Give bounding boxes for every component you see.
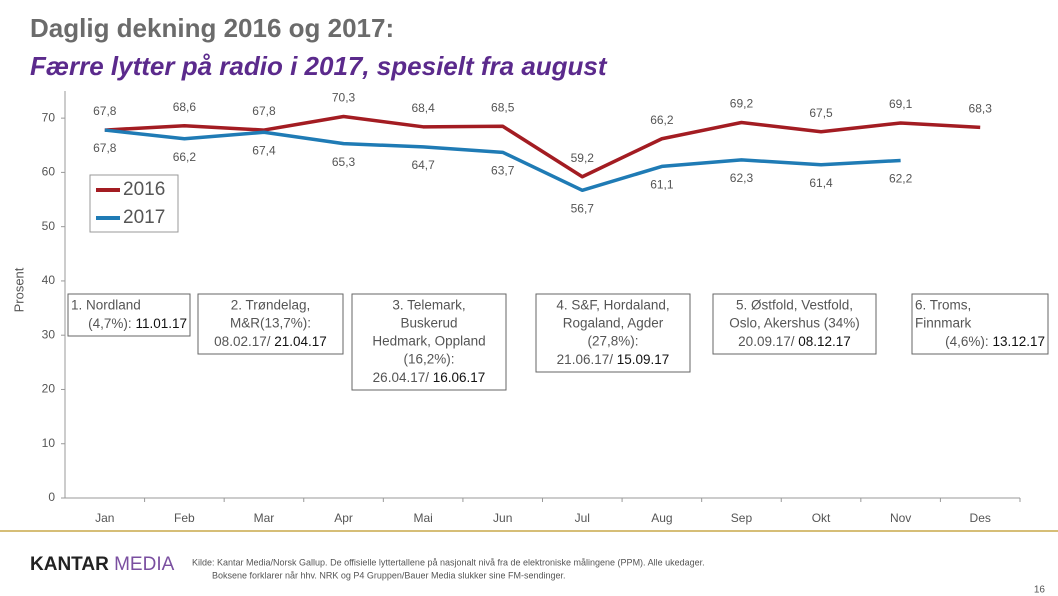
annotation-date: 16.06.17 xyxy=(433,370,486,385)
data-label: 68,6 xyxy=(173,100,197,114)
x-tick-label: Jul xyxy=(575,511,590,525)
annotation-date: 20.09.17/ xyxy=(738,334,795,349)
y-tick-label: 20 xyxy=(42,382,56,396)
y-tick-label: 50 xyxy=(42,219,56,233)
data-label: 62,3 xyxy=(730,171,754,185)
x-tick-label: Jun xyxy=(493,511,512,525)
data-label: 69,2 xyxy=(730,97,754,111)
data-label: 62,2 xyxy=(889,172,913,186)
data-label: 67,4 xyxy=(252,143,276,157)
annotation-date: 11.01.17 xyxy=(135,316,187,331)
annotation-text: 5. Østfold, Vestfold, xyxy=(736,298,853,313)
annotation-text: 4. S&F, Hordaland, xyxy=(556,298,669,313)
data-label: 68,5 xyxy=(491,100,515,114)
source: Kilde: Kantar Media/Norsk Gallup. De off… xyxy=(192,557,705,567)
data-label: 68,3 xyxy=(969,102,993,116)
x-tick-label: Nov xyxy=(890,511,911,525)
source: Boksene forklarer når hhv. NRK og P4 Gru… xyxy=(212,570,566,580)
annotation-box xyxy=(351,293,507,391)
legend-box xyxy=(89,174,179,233)
annotation-date: 08.02.17/ xyxy=(214,334,271,349)
data-label: 68,4 xyxy=(411,101,435,115)
annotation-text: (16,2%): xyxy=(403,352,454,367)
title: Daglig dekning 2016 og 2017: xyxy=(30,13,394,43)
data-label: 67,8 xyxy=(252,104,276,118)
x-tick-label: Des xyxy=(970,511,991,525)
data-label: 64,7 xyxy=(411,158,435,172)
data-label: 59,2 xyxy=(571,151,595,165)
x-tick-label: Jan xyxy=(95,511,114,525)
x-tick-label: Mai xyxy=(413,511,432,525)
data-label: 67,8 xyxy=(93,104,117,118)
data-label: 56,7 xyxy=(571,201,595,215)
y-tick-label: 70 xyxy=(42,110,56,124)
annotation-box xyxy=(67,293,191,337)
annotation-text: Oslo, Akershus (34%) xyxy=(729,316,860,331)
annotation-box xyxy=(911,293,1049,355)
annotation-text: Hedmark, Oppland xyxy=(372,334,485,349)
annotation-text: 08.02.17/ 21.04.17 xyxy=(214,334,327,349)
annotation-text: M&R(13,7%): xyxy=(230,316,311,331)
annotation-date: 21.04.17 xyxy=(274,334,327,349)
y-tick-label: 60 xyxy=(42,165,56,179)
annotation-text: (4,6%): 13.12.17 xyxy=(945,334,1045,349)
data-label: 66,2 xyxy=(173,150,197,164)
x-tick-label: Feb xyxy=(174,511,195,525)
data-label: 70,3 xyxy=(332,91,356,105)
annotation-date: (4,6%): xyxy=(945,334,989,349)
annotation-text: 3. Telemark, xyxy=(392,298,465,313)
annotation-text: (4,7%): 11.01.17 xyxy=(88,316,187,331)
data-label: 63,7 xyxy=(491,163,515,177)
data-label: 67,5 xyxy=(809,106,833,120)
annotation-text: Buskerud xyxy=(400,316,457,331)
annotation-date: (4,7%): xyxy=(88,316,132,331)
annotation-text: 1. Nordland xyxy=(71,298,141,313)
line-series xyxy=(104,128,901,193)
y-tick-label: 0 xyxy=(48,490,55,504)
subtitle: Færre lytter på radio i 2017, spesielt f… xyxy=(30,51,608,81)
x-tick-label: Aug xyxy=(651,511,672,525)
annotation-text: Rogaland, Agder xyxy=(563,316,664,331)
page-number: 16 xyxy=(1034,585,1046,596)
logo: KANTAR MEDIA xyxy=(30,554,175,575)
data-label: 61,4 xyxy=(809,176,833,190)
data-label: 67,8 xyxy=(93,141,117,155)
annotation-box xyxy=(535,293,691,373)
data-label: 66,2 xyxy=(650,113,674,127)
annotation-date: 08.12.17 xyxy=(798,334,851,349)
annotation-date: 26.04.17/ xyxy=(373,370,430,385)
annotation-text: 26.04.17/ 16.06.17 xyxy=(373,370,486,385)
y-axis-label: Prosent xyxy=(11,267,26,312)
annotation-box xyxy=(197,293,344,355)
annotation-text: 2. Trøndelag, xyxy=(231,298,311,313)
x-tick-label: Apr xyxy=(334,511,353,525)
annotation-text: Finnmark xyxy=(915,316,972,331)
annotation-box xyxy=(712,293,877,355)
data-label: 69,1 xyxy=(889,97,913,111)
annotation-date: 13.12.17 xyxy=(992,334,1045,349)
data-label: 65,3 xyxy=(332,155,356,169)
x-tick-label: Mar xyxy=(254,511,275,525)
x-tick-label: Okt xyxy=(812,511,831,525)
line-series xyxy=(104,114,981,179)
legend-label: 2016 xyxy=(123,179,165,200)
y-tick-label: 40 xyxy=(42,273,56,287)
y-tick-label: 30 xyxy=(42,327,56,341)
annotation-text: 21.06.17/ 15.09.17 xyxy=(557,352,670,367)
annotation-text: 6. Troms, xyxy=(915,298,971,313)
annotation-text: (27,8%): xyxy=(587,334,638,349)
legend-label: 2017 xyxy=(123,207,165,228)
annotation-date: 15.09.17 xyxy=(617,352,670,367)
x-tick-label: Sep xyxy=(731,511,753,525)
annotation-text: 20.09.17/ 08.12.17 xyxy=(738,334,851,349)
data-label: 61,1 xyxy=(650,178,674,192)
y-tick-label: 10 xyxy=(42,436,56,450)
annotation-date: 21.06.17/ xyxy=(557,352,614,367)
